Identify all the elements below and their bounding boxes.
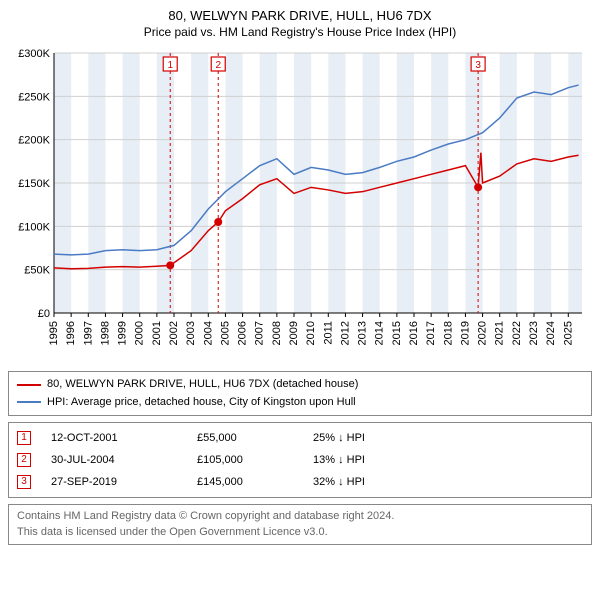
svg-text:2013: 2013 xyxy=(357,321,369,345)
line-chart: £0 £50K £100K £150K £200K £250K £300K 1995 1996 1… xyxy=(8,45,592,365)
legend-item: 80, WELWYN PARK DRIVE, HULL, HU6 7DX (de… xyxy=(17,376,583,394)
svg-text:2021: 2021 xyxy=(494,321,506,345)
svg-text:2024: 2024 xyxy=(545,321,557,345)
svg-text:2007: 2007 xyxy=(254,321,266,345)
table-row: 1 12-OCT-2001 £55,000 25% ↓ HPI xyxy=(17,427,583,449)
table-row: 2 30-JUL-2004 £105,000 13% ↓ HPI xyxy=(17,449,583,471)
sale-marker-icon: 2 xyxy=(17,453,31,467)
sale-delta: 32% ↓ HPI xyxy=(313,471,583,493)
svg-text:2012: 2012 xyxy=(339,321,351,345)
legend-item: HPI: Average price, detached house, City… xyxy=(17,394,583,412)
svg-text:1998: 1998 xyxy=(99,321,111,345)
svg-text:1999: 1999 xyxy=(117,321,129,345)
svg-text:2018: 2018 xyxy=(442,321,454,345)
svg-text:£200K: £200K xyxy=(18,135,50,147)
svg-text:3: 3 xyxy=(475,60,481,71)
chart-area: £0 £50K £100K £150K £200K £250K £300K 1995 1996 1… xyxy=(8,45,592,365)
svg-text:2009: 2009 xyxy=(288,321,300,345)
svg-text:2005: 2005 xyxy=(219,321,231,345)
sale-date: 30-JUL-2004 xyxy=(51,449,191,471)
svg-text:£0: £0 xyxy=(38,308,50,320)
svg-text:2008: 2008 xyxy=(271,321,283,345)
svg-text:2001: 2001 xyxy=(151,321,163,345)
chart-subtitle: Price paid vs. HM Land Registry's House … xyxy=(8,25,592,39)
svg-text:2000: 2000 xyxy=(134,321,146,345)
sale-delta: 25% ↓ HPI xyxy=(313,427,583,449)
legend-label: HPI: Average price, detached house, City… xyxy=(47,394,356,412)
svg-text:2004: 2004 xyxy=(202,321,214,345)
sale-price: £55,000 xyxy=(197,427,307,449)
svg-text:2006: 2006 xyxy=(237,321,249,345)
sale-marker-icon: 3 xyxy=(17,475,31,489)
attribution: Contains HM Land Registry data © Crown c… xyxy=(8,504,592,545)
svg-text:2023: 2023 xyxy=(528,321,540,345)
svg-text:2015: 2015 xyxy=(391,321,403,345)
svg-text:2022: 2022 xyxy=(511,321,523,345)
svg-text:£300K: £300K xyxy=(18,48,50,60)
svg-text:£250K: £250K xyxy=(18,91,50,103)
sale-price: £105,000 xyxy=(197,449,307,471)
svg-text:£150K: £150K xyxy=(18,178,50,190)
attribution-line: This data is licensed under the Open Gov… xyxy=(17,525,583,540)
svg-text:£50K: £50K xyxy=(24,265,50,277)
svg-text:2019: 2019 xyxy=(459,321,471,345)
svg-text:2: 2 xyxy=(215,60,221,71)
svg-text:2020: 2020 xyxy=(477,321,489,345)
sale-price: £145,000 xyxy=(197,471,307,493)
sale-delta: 13% ↓ HPI xyxy=(313,449,583,471)
svg-text:2011: 2011 xyxy=(322,321,334,345)
sale-marker-icon: 1 xyxy=(17,431,31,445)
svg-text:2017: 2017 xyxy=(425,321,437,345)
svg-text:1: 1 xyxy=(167,60,173,71)
svg-text:2025: 2025 xyxy=(562,321,574,345)
svg-text:2003: 2003 xyxy=(185,321,197,345)
sale-date: 27-SEP-2019 xyxy=(51,471,191,493)
svg-text:1995: 1995 xyxy=(48,321,60,345)
svg-text:2016: 2016 xyxy=(408,321,420,345)
title-block: 80, WELWYN PARK DRIVE, HULL, HU6 7DX Pri… xyxy=(8,8,592,39)
legend-label: 80, WELWYN PARK DRIVE, HULL, HU6 7DX (de… xyxy=(47,376,358,394)
table-row: 3 27-SEP-2019 £145,000 32% ↓ HPI xyxy=(17,471,583,493)
svg-text:2014: 2014 xyxy=(374,321,386,345)
sale-date: 12-OCT-2001 xyxy=(51,427,191,449)
attribution-line: Contains HM Land Registry data © Crown c… xyxy=(17,509,583,524)
svg-text:2010: 2010 xyxy=(305,321,317,345)
sales-table: 1 12-OCT-2001 £55,000 25% ↓ HPI 2 30-JUL… xyxy=(8,422,592,498)
legend-swatch xyxy=(17,401,41,403)
svg-text:£100K: £100K xyxy=(18,221,50,233)
chart-title: 80, WELWYN PARK DRIVE, HULL, HU6 7DX xyxy=(8,8,592,23)
chart-container: 80, WELWYN PARK DRIVE, HULL, HU6 7DX Pri… xyxy=(8,8,592,545)
svg-text:1996: 1996 xyxy=(65,321,77,345)
svg-text:1997: 1997 xyxy=(82,321,94,345)
svg-text:2002: 2002 xyxy=(168,321,180,345)
legend-swatch xyxy=(17,384,41,386)
legend: 80, WELWYN PARK DRIVE, HULL, HU6 7DX (de… xyxy=(8,371,592,416)
